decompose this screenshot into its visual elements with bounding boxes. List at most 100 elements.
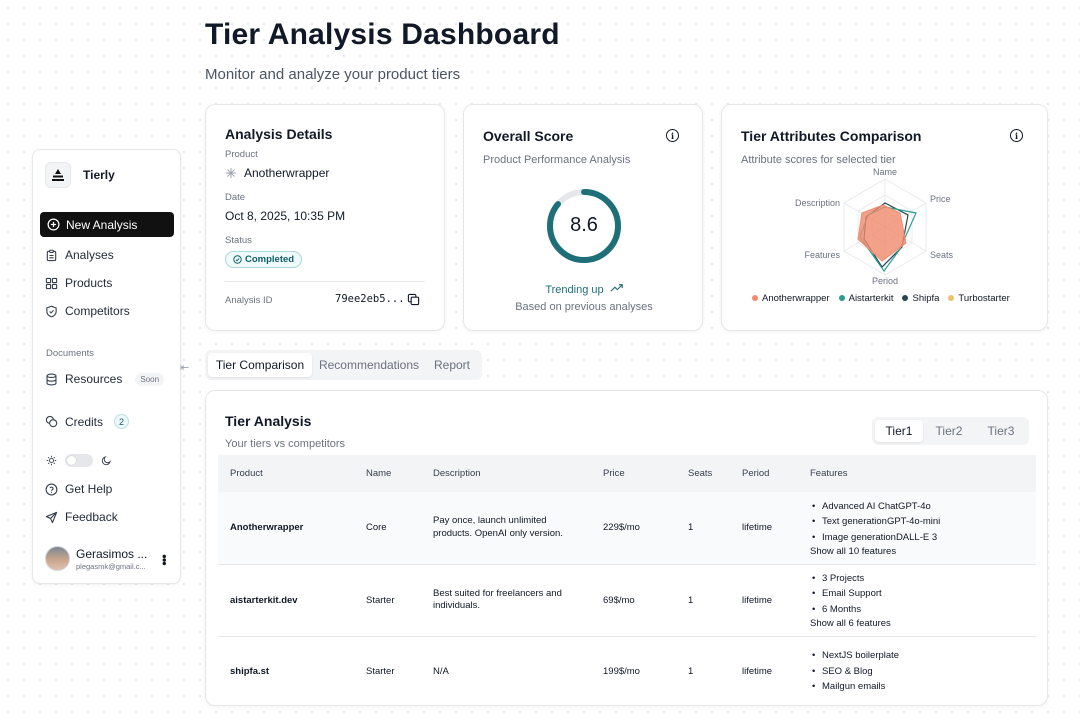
sidebar-item-label: Products xyxy=(65,276,113,290)
legend-label: Anotherwrapper xyxy=(762,293,830,304)
column-header[interactable]: Period xyxy=(730,455,798,492)
status-text: Completed xyxy=(245,254,295,265)
cell-product: Anotherwrapper xyxy=(218,492,354,565)
feature-item: 6 Months xyxy=(810,602,1036,618)
brand[interactable]: Tierly xyxy=(45,162,115,188)
cell-description: N/A xyxy=(433,665,449,677)
sidebar-item-competitors[interactable]: Competitors xyxy=(45,304,130,318)
tab-recommendations[interactable]: Recommendations xyxy=(318,358,420,372)
feature-item: SEO & Blog xyxy=(810,664,1036,680)
help-circle-icon xyxy=(45,483,58,495)
avatar xyxy=(45,546,70,571)
analysis-id-value: 79ee2eb5... xyxy=(335,293,405,305)
score-note: Based on previous analyses xyxy=(515,301,653,313)
user-profile[interactable]: Gerasimos ... plegasmk@gmail.c... xyxy=(45,546,147,571)
legend-label: Turbostarter xyxy=(958,293,1010,304)
cell-name: Core xyxy=(354,492,421,565)
show-all-features-link[interactable]: Show all 6 features xyxy=(810,618,891,630)
divider xyxy=(225,281,425,282)
radar-title: Tier Attributes Comparison xyxy=(741,128,922,144)
sidebar-item-label: Credits xyxy=(65,414,104,429)
analysis-details-card: Analysis Details Product Anotherwrapper … xyxy=(205,104,445,331)
sidebar-item-label: Analyses xyxy=(65,248,114,262)
sidebar-item-analyses[interactable]: Analyses xyxy=(45,248,114,262)
axis-label-seats: Seats xyxy=(930,250,954,260)
status-badge: Completed xyxy=(225,251,303,268)
main-tabs: Tier Comparison Recommendations Report xyxy=(205,350,482,380)
page-subtitle: Monitor and analyze your product tiers xyxy=(205,66,461,83)
column-header[interactable]: Seats xyxy=(676,455,730,492)
tab-tier-comparison[interactable]: Tier Comparison xyxy=(208,353,312,377)
documents-section-label: Documents xyxy=(46,348,95,359)
get-help-link[interactable]: Get Help xyxy=(45,482,112,496)
table-row[interactable]: aistarterkit.dev Starter Best suited for… xyxy=(218,564,1036,637)
score-value: 8.6 xyxy=(570,214,598,236)
column-header[interactable]: Description xyxy=(421,455,591,492)
cell-price: 229$/mo xyxy=(591,492,676,565)
sidebar-item-products[interactable]: Products xyxy=(45,276,112,290)
moon-icon xyxy=(101,456,111,466)
radar-subtitle: Attribute scores for selected tier xyxy=(741,154,896,166)
feedback-label: Feedback xyxy=(65,510,118,524)
tab-report[interactable]: Report xyxy=(433,358,471,372)
table-row[interactable]: Anotherwrapper Core Pay once, launch unl… xyxy=(218,492,1036,565)
plus-circle-icon xyxy=(47,218,60,231)
column-header[interactable]: Price xyxy=(591,455,676,492)
more-vertical-icon[interactable]: ••• xyxy=(156,554,172,565)
cell-name: Starter xyxy=(354,564,421,637)
column-header[interactable]: Features xyxy=(798,455,1036,492)
cell-seats: 1 xyxy=(676,492,730,565)
legend-label: Aistarterkit xyxy=(848,293,894,304)
cell-name: Starter xyxy=(366,665,395,677)
brand-name: Tierly xyxy=(83,168,115,182)
collapse-sidebar-icon[interactable]: ⇤ xyxy=(180,362,190,374)
date-value: Oct 8, 2025, 10:35 PM xyxy=(225,209,346,223)
trending-up-icon xyxy=(610,284,623,292)
tier-button-2[interactable]: Tier2 xyxy=(935,424,963,438)
sidebar-item-credits[interactable]: Credits 2 xyxy=(45,414,130,429)
product-value: Anotherwrapper xyxy=(244,166,330,180)
info-icon[interactable]: i xyxy=(666,129,679,142)
sidebar-item-label: Resources xyxy=(65,372,123,386)
sun-icon xyxy=(46,455,57,466)
sidebar-item-label: Competitors xyxy=(65,304,130,318)
tier-table: Product Name Description Price Seats Per… xyxy=(218,455,1036,706)
feedback-link[interactable]: Feedback xyxy=(45,510,118,524)
tier-analysis-subtitle: Your tiers vs competitors xyxy=(225,438,346,450)
tier-button-3[interactable]: Tier3 xyxy=(987,424,1015,438)
table-row[interactable]: shipfa.st Starter N/A 199$/mo 1 lifetime… xyxy=(218,636,1036,706)
new-analysis-button[interactable]: New Analysis xyxy=(40,212,174,237)
legend-item: Anotherwrapper xyxy=(752,293,830,304)
theme-switcher xyxy=(46,454,112,467)
feature-item: Mailgun emails xyxy=(810,679,1036,695)
sidebar-item-resources[interactable]: Resources Soon xyxy=(45,372,165,386)
grid-icon xyxy=(45,277,58,289)
credits-count-badge: 2 xyxy=(114,414,130,429)
page-header: Tier Analysis Dashboard xyxy=(205,18,560,52)
legend-item: Shipfa xyxy=(902,293,939,304)
score-arc xyxy=(547,189,621,263)
theme-toggle[interactable] xyxy=(65,454,93,467)
user-email: plegasmk@gmail.c... xyxy=(76,561,146,571)
show-all-features-link[interactable]: Show all 10 features xyxy=(810,546,897,557)
features-list: NextJS boilerplate SEO & Blog Mailgun em… xyxy=(810,648,1036,695)
clipboard-icon xyxy=(46,249,57,261)
tier-button-1[interactable]: Tier1 xyxy=(875,420,923,442)
get-help-label: Get Help xyxy=(65,482,113,496)
cell-features: NextJS boilerplate SEO & Blog Mailgun em… xyxy=(798,636,1036,706)
cell-price: 69$/mo xyxy=(591,564,676,637)
tier-analysis-title: Tier Analysis xyxy=(225,413,312,429)
column-header[interactable]: Product xyxy=(218,455,354,492)
info-icon[interactable]: i xyxy=(1010,129,1023,142)
copy-icon[interactable] xyxy=(407,293,420,306)
cell-description: Best suited for freelancers and individu… xyxy=(421,564,591,637)
feature-item: Email Support xyxy=(810,586,1036,602)
new-analysis-label: New Analysis xyxy=(66,217,138,232)
feature-item: Text generationGPT-4o-mini xyxy=(810,514,1036,530)
send-icon xyxy=(45,511,58,523)
cell-description: Pay once, launch unlimited products. Ope… xyxy=(421,492,591,565)
tier-attributes-card: Tier Attributes Comparison i Attribute s… xyxy=(721,104,1048,331)
column-header[interactable]: Name xyxy=(354,455,421,492)
feature-item: 3 Projects xyxy=(810,571,1036,587)
overall-score-card: Overall Score i Product Performance Anal… xyxy=(463,104,703,331)
